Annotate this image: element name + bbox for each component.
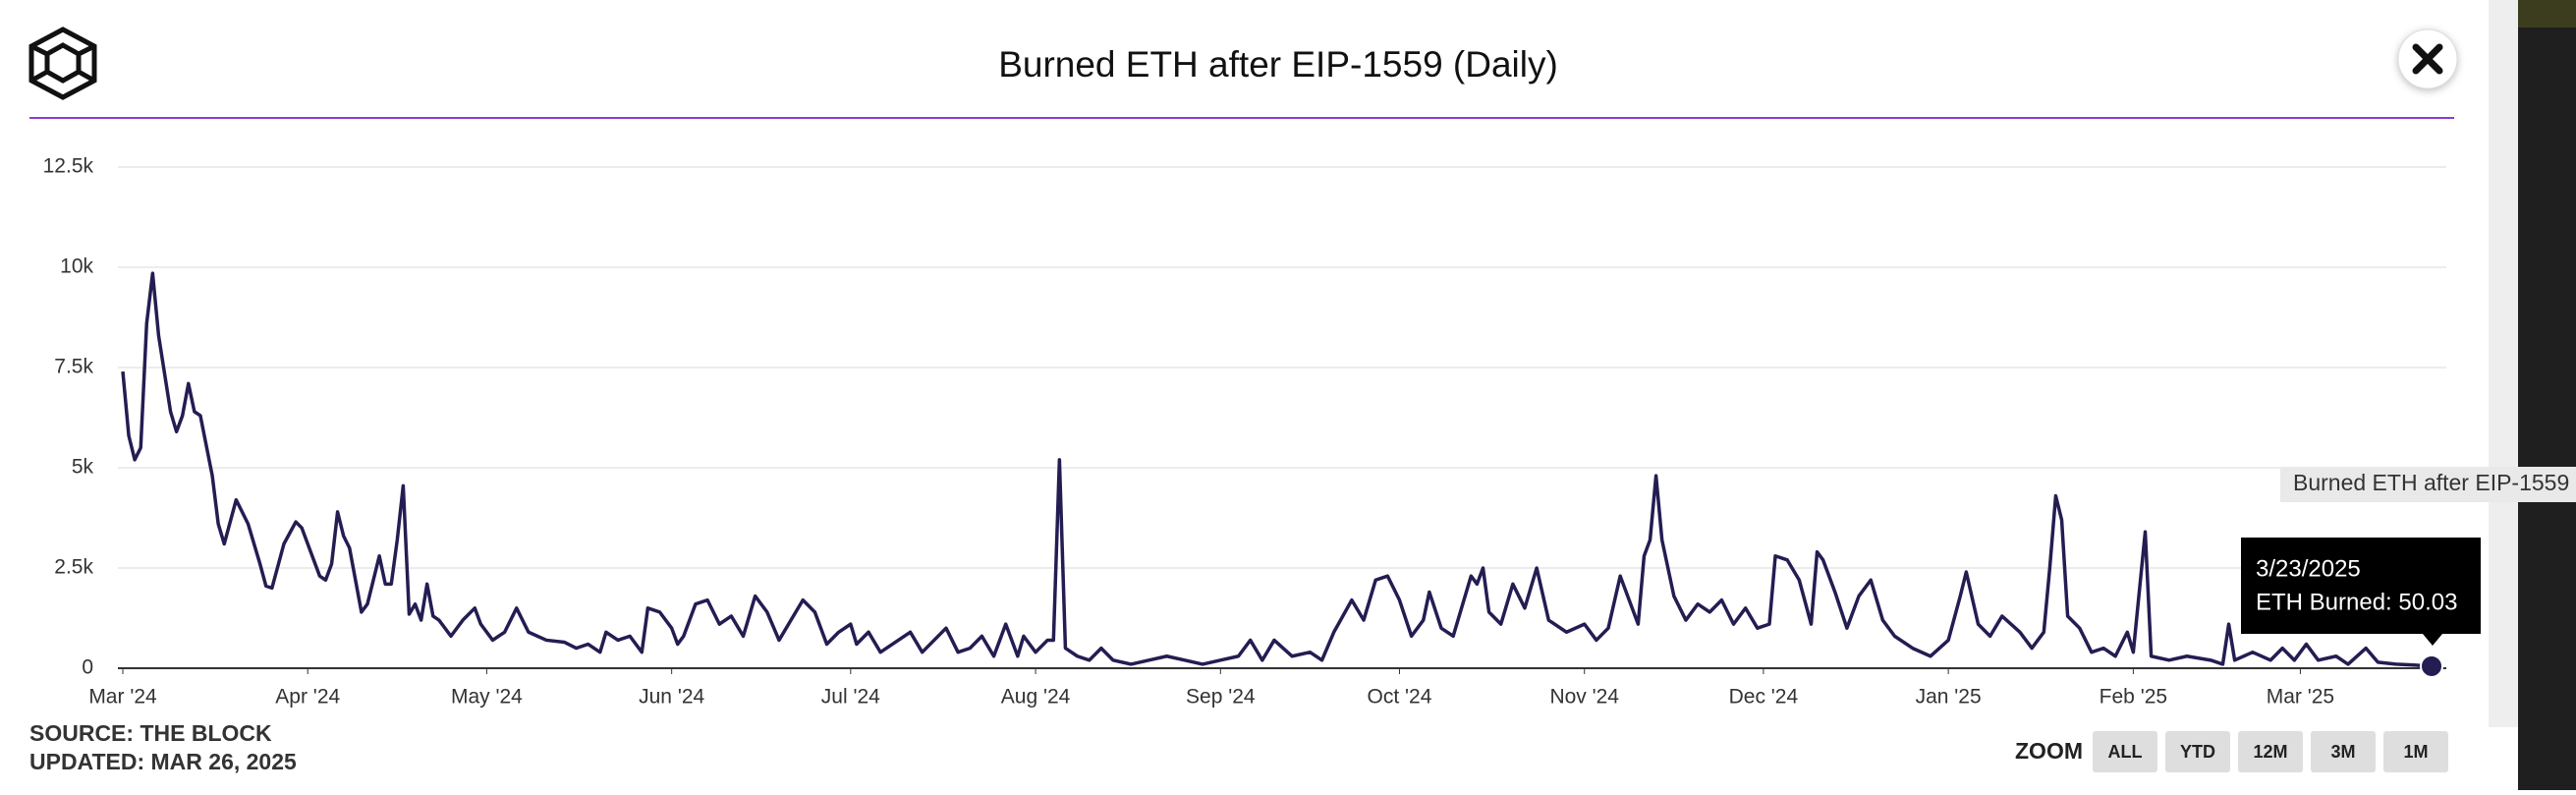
updated: UPDATED: MAR 26, 2025 (29, 749, 297, 774)
legend-label: Burned ETH after EIP-1559 (2280, 467, 2576, 502)
x-tick-label: Mar '24 (88, 686, 157, 709)
y-tick-label: 10k (60, 256, 93, 278)
dark-edge (2518, 0, 2576, 790)
x-tick-label: May '24 (451, 686, 523, 709)
source: SOURCE: THE BLOCK (29, 720, 272, 746)
tooltip-title: 3/23/2025 (2256, 555, 2361, 582)
series-name: Burned ETH after EIP-1559 (2293, 470, 2569, 495)
y-tick-label: 5k (72, 456, 94, 479)
x-tick-label: Jul '24 (821, 686, 880, 709)
zoom-button-label[interactable]: YTD (2180, 742, 2215, 762)
zoom-button[interactable] (2238, 731, 2303, 772)
y-tick-label: 2.5k (54, 556, 93, 579)
x-tick-label: Aug '24 (1001, 686, 1071, 709)
tooltip: 3/23/2025 ETH Burned: 50.03 (2241, 538, 2481, 646)
line-series (121, 271, 2433, 668)
zoom-button[interactable] (2093, 731, 2157, 772)
tooltip-label: ETH Burned: 50.03 (2256, 589, 2457, 615)
scrollbar (2489, 0, 2518, 727)
dark-edge-top (2518, 0, 2576, 28)
zoom-button[interactable] (2311, 731, 2376, 772)
x-tick-label: Jun '24 (639, 686, 704, 709)
zoom-button-label[interactable]: 3M (2330, 742, 2355, 762)
logo (28, 27, 97, 100)
x-tick-label: Jan '25 (1916, 686, 1982, 709)
chart-title: Burned ETH after EIP-1559 (Daily) (998, 44, 1558, 85)
zoom-button[interactable] (2165, 731, 2230, 772)
zoom-button-label[interactable]: 12M (2253, 742, 2287, 762)
x-tick-label: Oct '24 (1368, 686, 1432, 709)
hover-point (2420, 653, 2443, 678)
zoom-button[interactable] (2383, 731, 2448, 772)
zoom-button-label[interactable]: ALL (2108, 742, 2143, 762)
y-tick-label: 12.5k (43, 155, 94, 178)
x-tick-label: Feb '25 (2100, 686, 2167, 709)
x-tick-label: Dec '24 (1729, 686, 1799, 709)
x-tick-label: Mar '25 (2267, 686, 2334, 709)
x-tick-label: Nov '24 (1549, 686, 1619, 709)
zoom-label: ZOOM (2015, 738, 2083, 764)
y-tick-label: 0 (82, 656, 93, 679)
x-tick-label: Apr '24 (275, 686, 340, 709)
zoom-button-label[interactable]: 1M (2403, 742, 2428, 762)
y-tick-label: 7.5k (54, 356, 93, 378)
close-button[interactable] (2397, 28, 2458, 89)
x-tick-label: Sep '24 (1186, 686, 1256, 709)
